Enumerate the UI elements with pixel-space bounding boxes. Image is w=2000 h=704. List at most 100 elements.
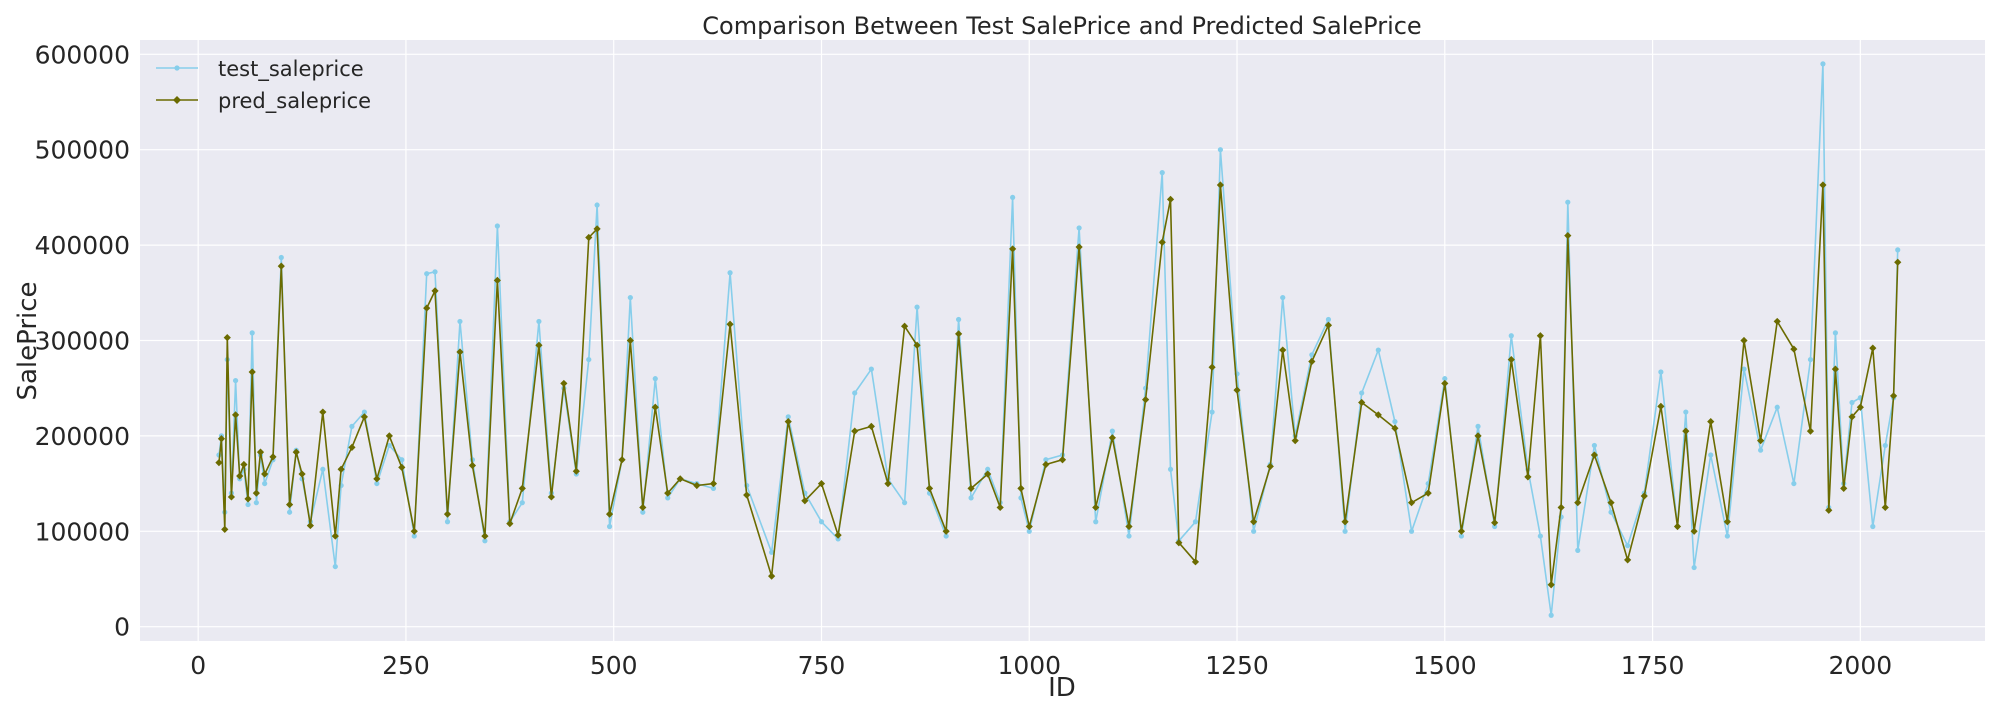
- test-point: [1408, 528, 1415, 534]
- test-point: [1741, 366, 1747, 372]
- pred-point: [1507, 355, 1515, 364]
- pred-point: [1640, 492, 1648, 500]
- test-point: [1010, 194, 1016, 201]
- test-point: [1658, 369, 1664, 375]
- y-tick-label: 400000: [35, 231, 130, 260]
- test-point: [1591, 442, 1597, 449]
- pred-point: [292, 448, 300, 456]
- pred-point: [240, 460, 248, 469]
- pred-point: [244, 495, 252, 503]
- pred-point: [1175, 539, 1183, 547]
- pred-point: [1825, 506, 1833, 514]
- pred-point: [626, 336, 634, 345]
- pred-point: [373, 475, 381, 483]
- test-point: [361, 409, 367, 415]
- pred-point: [252, 489, 260, 497]
- test-point: [1359, 390, 1365, 396]
- test-point: [1565, 199, 1571, 205]
- test-point: [1325, 316, 1332, 323]
- pred-point: [1125, 522, 1133, 531]
- pred-point: [1191, 558, 1200, 566]
- pred-point: [834, 531, 842, 539]
- pred-point: [1407, 499, 1416, 507]
- test-point: [968, 495, 974, 501]
- pred-point: [306, 521, 314, 530]
- pred-point: [1869, 344, 1877, 352]
- pred-point: [398, 463, 406, 471]
- pred-point: [1690, 527, 1698, 535]
- pred-point: [431, 287, 439, 295]
- test-point: [586, 356, 592, 363]
- pred-point: [1092, 503, 1100, 512]
- pred-point: [443, 510, 452, 518]
- pred-point: [1607, 499, 1615, 507]
- test-point: [1492, 523, 1498, 530]
- test-point: [1167, 466, 1174, 472]
- test-point: [1849, 399, 1855, 406]
- pred-point: [1250, 518, 1258, 526]
- pred-point: [1819, 181, 1827, 189]
- pred-point: [277, 262, 285, 270]
- legend: test_saleprice pred_saleprice: [156, 57, 371, 114]
- test-point: [1458, 533, 1465, 539]
- x-tick-label: 0: [190, 651, 206, 680]
- test-point: [1537, 533, 1543, 539]
- pred-point: [236, 472, 244, 480]
- x-axis-title: ID: [1048, 673, 1076, 703]
- test-point: [1043, 457, 1049, 463]
- test-point: [232, 377, 239, 384]
- y-axis-title: SalePrice: [13, 281, 43, 400]
- test-point: [536, 318, 542, 325]
- pred-point: [768, 572, 776, 580]
- test-point: [320, 466, 326, 472]
- pred-point: [1740, 336, 1748, 345]
- test-point: [1832, 330, 1839, 336]
- test-point: [1475, 423, 1481, 429]
- test-point: [1724, 533, 1730, 539]
- test-point: [818, 519, 825, 525]
- test-point: [1026, 528, 1032, 534]
- test-point: [1708, 452, 1714, 458]
- pred-point: [984, 470, 992, 478]
- pred-point: [955, 330, 963, 338]
- pred-point: [410, 527, 418, 535]
- test-point: [985, 466, 991, 472]
- pred-point: [1324, 321, 1333, 329]
- pred-point: [256, 448, 265, 456]
- test-point: [594, 202, 600, 208]
- pred-point: [900, 322, 909, 330]
- pred-point: [1358, 398, 1366, 407]
- test-point: [956, 316, 962, 323]
- pred-point: [217, 435, 226, 443]
- pred-point: [585, 233, 593, 242]
- pred-point: [996, 503, 1004, 512]
- test-point: [652, 376, 658, 382]
- pred-point: [456, 348, 464, 356]
- test-point: [727, 270, 733, 276]
- x-tick-label: 250: [382, 651, 430, 680]
- pred-point: [535, 341, 543, 349]
- y-tick-label: 500000: [35, 136, 130, 165]
- test-point: [1508, 333, 1514, 339]
- pred-point: [1424, 489, 1432, 497]
- pred-point: [1574, 499, 1582, 507]
- test-point: [785, 414, 791, 420]
- test-point: [1774, 404, 1780, 410]
- pred-point: [867, 422, 875, 430]
- pred-point: [1474, 432, 1482, 440]
- pred-point: [1723, 518, 1731, 526]
- pred-point: [1291, 437, 1299, 445]
- pred-point: [1889, 392, 1898, 400]
- pred-point: [1441, 379, 1449, 388]
- tick-labels: 0 250 500 750 1000 1250 1500 1750 2000 0 100000 200…: [35, 40, 1893, 680]
- y-tick-label: 600000: [35, 40, 130, 69]
- pred-point: [572, 467, 580, 475]
- pred-point: [1266, 462, 1274, 471]
- test-point: [386, 442, 392, 449]
- x-tick-label: 2000: [1829, 651, 1893, 680]
- test-point: [640, 509, 646, 515]
- test-point: [1575, 547, 1581, 553]
- test-point: [457, 318, 463, 325]
- pred-point: [248, 368, 256, 376]
- test-point: [868, 366, 874, 372]
